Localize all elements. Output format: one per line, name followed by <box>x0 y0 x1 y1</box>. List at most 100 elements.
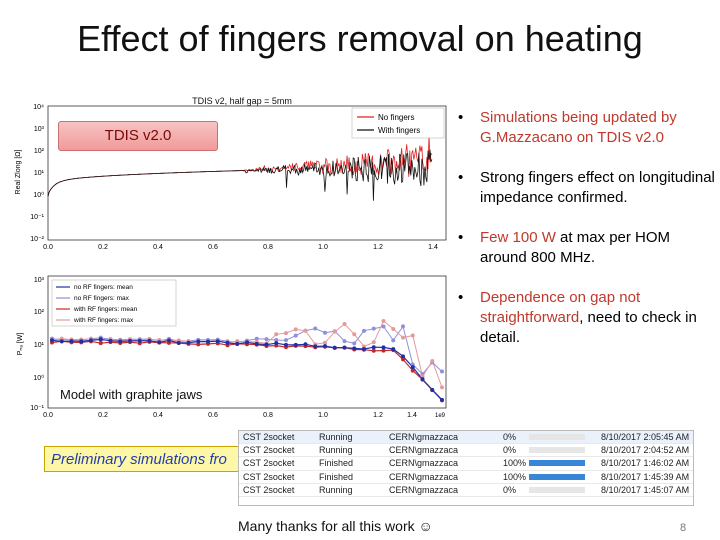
job-progress-bar <box>529 434 585 440</box>
with-fingers-max-point <box>401 335 405 340</box>
plot1-frame <box>47 105 447 241</box>
plot2-frame <box>47 275 447 409</box>
with-fingers-max-point <box>274 332 279 337</box>
job-date: 8/10/2017 1:46:02 AM <box>601 458 690 469</box>
x-tick: 0.8 <box>263 244 273 251</box>
no-fingers-mean-point <box>391 347 396 352</box>
no-fingers-mean-point <box>225 340 230 345</box>
bullet-item: • Simulations being updated by G.Mazzaca… <box>458 108 716 148</box>
with-fingers-mean-point <box>98 341 103 346</box>
no-fingers-mean-point <box>362 347 366 352</box>
no-fingers-mean-point <box>215 339 220 344</box>
y-tick: 10⁰ <box>33 191 44 199</box>
with-fingers-mean-point <box>401 357 405 362</box>
no-fingers-mean-point <box>50 338 54 343</box>
bullet-item: • Dependence on gap not straightforward,… <box>458 288 716 348</box>
no-fingers-max-point <box>352 341 357 346</box>
no-fingers-mean-point <box>118 339 123 344</box>
with-fingers-max-point <box>391 326 396 331</box>
no-fingers-mean-point <box>98 337 103 342</box>
table-row[interactable]: CST 2socket Running CERN\gmazzaca 0% 8/1… <box>239 484 693 497</box>
plot1-ylabel: Real Zlong [Ω] <box>15 149 22 194</box>
y-tick: 10³ <box>34 126 45 133</box>
job-progress-fill <box>529 460 585 467</box>
x-tick: 0.2 <box>98 244 108 251</box>
x-tick: 1.4 <box>428 244 438 251</box>
no-fingers-mean-point <box>284 342 288 347</box>
tdis-version-label: TDIS v2.0 <box>58 121 218 151</box>
table-row[interactable]: CST 2socket Finished CERN\gmazzaca 100% … <box>239 471 693 484</box>
x-tick: 1.0 <box>318 244 328 251</box>
with-fingers-max-point <box>352 332 357 337</box>
no-fingers-mean-point <box>332 345 337 350</box>
job-host: CST 2socket <box>243 471 295 482</box>
job-date: 8/10/2017 2:04:52 AM <box>601 445 690 456</box>
job-status: Running <box>319 432 353 442</box>
bullet-item: • Strong fingers effect on longitudinal … <box>458 168 716 208</box>
job-percent: 100% <box>503 458 527 469</box>
thanks-note: Many thanks for all this work ☺ <box>238 518 433 534</box>
with-fingers-mean-point <box>410 368 415 373</box>
table-row[interactable]: CST 2socket Running CERN\gmazzaca 0% 8/1… <box>239 444 693 458</box>
bullet-icon: • <box>458 289 464 306</box>
table-row[interactable]: CST 2socket Finished CERN\gmazzaca 100% … <box>239 457 693 471</box>
y-tick: 10⁻² <box>30 236 44 243</box>
y-tick: 10² <box>34 309 45 316</box>
no-fingers-mean-point <box>254 341 259 346</box>
no-fingers-mean-point <box>381 345 386 350</box>
no-fingers-mean-point <box>410 365 415 370</box>
no-fingers-max-point <box>264 337 269 342</box>
no-fingers-mean-point <box>264 342 269 347</box>
plot1-title: TDIS v2, half gap = 5mm <box>192 96 292 106</box>
with-fingers-max-point <box>381 318 386 323</box>
job-progress-bar <box>529 447 585 454</box>
bullet-list: • Simulations being updated by G.Mazzaca… <box>458 108 716 368</box>
x-tick: 0.4 <box>153 412 163 419</box>
job-percent: 0% <box>503 432 517 442</box>
bullet-icon: • <box>458 109 464 126</box>
job-status: Finished <box>319 458 354 469</box>
no-fingers-mean-point <box>323 344 327 349</box>
legend-label: no RF fingers: mean <box>74 284 133 291</box>
x-tick: 1.2 <box>373 412 383 419</box>
preliminary-note: Preliminary simulations fro <box>44 446 244 472</box>
no-fingers-mean-point <box>137 338 142 343</box>
y-tick: 10⁻¹ <box>30 405 44 412</box>
x-exponent: 1e9 <box>435 413 446 419</box>
x-tick: 0.2 <box>98 412 108 419</box>
with-fingers-mean-point <box>371 348 376 353</box>
job-host: CST 2socket <box>243 484 295 495</box>
no-fingers-mean-point <box>59 339 64 344</box>
plot2-y-ticks: 10³ 10² 10¹ 10⁰ 10⁻¹ <box>30 277 44 412</box>
legend-label: with RF fingers: max <box>73 317 134 324</box>
no-fingers-mean-point <box>303 342 308 347</box>
bullet-item: • Few 100 W at max per HOM around 800 MH… <box>458 228 716 268</box>
no-fingers-mean-point <box>401 354 405 359</box>
y-tick: 10⁻¹ <box>30 214 44 221</box>
bullet-icon: • <box>458 169 464 186</box>
no-fingers-mean-point <box>186 340 191 345</box>
with-fingers-max-point <box>323 340 327 345</box>
x-tick: 0.0 <box>43 244 53 251</box>
no-fingers-mean-point <box>176 340 181 345</box>
no-fingers-mean-point <box>196 339 201 344</box>
y-tick: 10² <box>34 148 45 155</box>
with-fingers-max-point <box>420 374 425 379</box>
table-row[interactable]: CST 2socket Running CERN\gmazzaca 0% 8/1… <box>239 431 693 445</box>
plot2-ylabel: Pₙₐ [W] <box>17 333 24 356</box>
bullet-text: , need to check in detail. <box>480 309 697 346</box>
plot1-x-ticks: 0.0 0.2 0.4 0.6 0.8 1.0 1.2 1.4 <box>43 244 438 251</box>
job-progress-bar <box>529 486 585 493</box>
no-fingers-max-point <box>274 338 279 343</box>
job-user: CERN\gmazzaca <box>389 445 459 456</box>
plot2-markers <box>50 318 444 403</box>
no-fingers-mean-point <box>352 346 357 351</box>
plot2-x-ticks: 0.0 0.2 0.4 0.6 0.8 1.0 1.2 1.4 1e9 <box>43 412 446 419</box>
bullet-text: Simulations being updated by G.Mazzacano… <box>480 109 677 146</box>
x-tick: 0.4 <box>153 244 163 251</box>
job-percent: 0% <box>503 484 517 495</box>
job-progress-fill <box>529 473 585 480</box>
bullet-icon: • <box>458 229 464 246</box>
x-tick: 1.0 <box>318 412 328 419</box>
job-progress-bar <box>529 473 585 480</box>
